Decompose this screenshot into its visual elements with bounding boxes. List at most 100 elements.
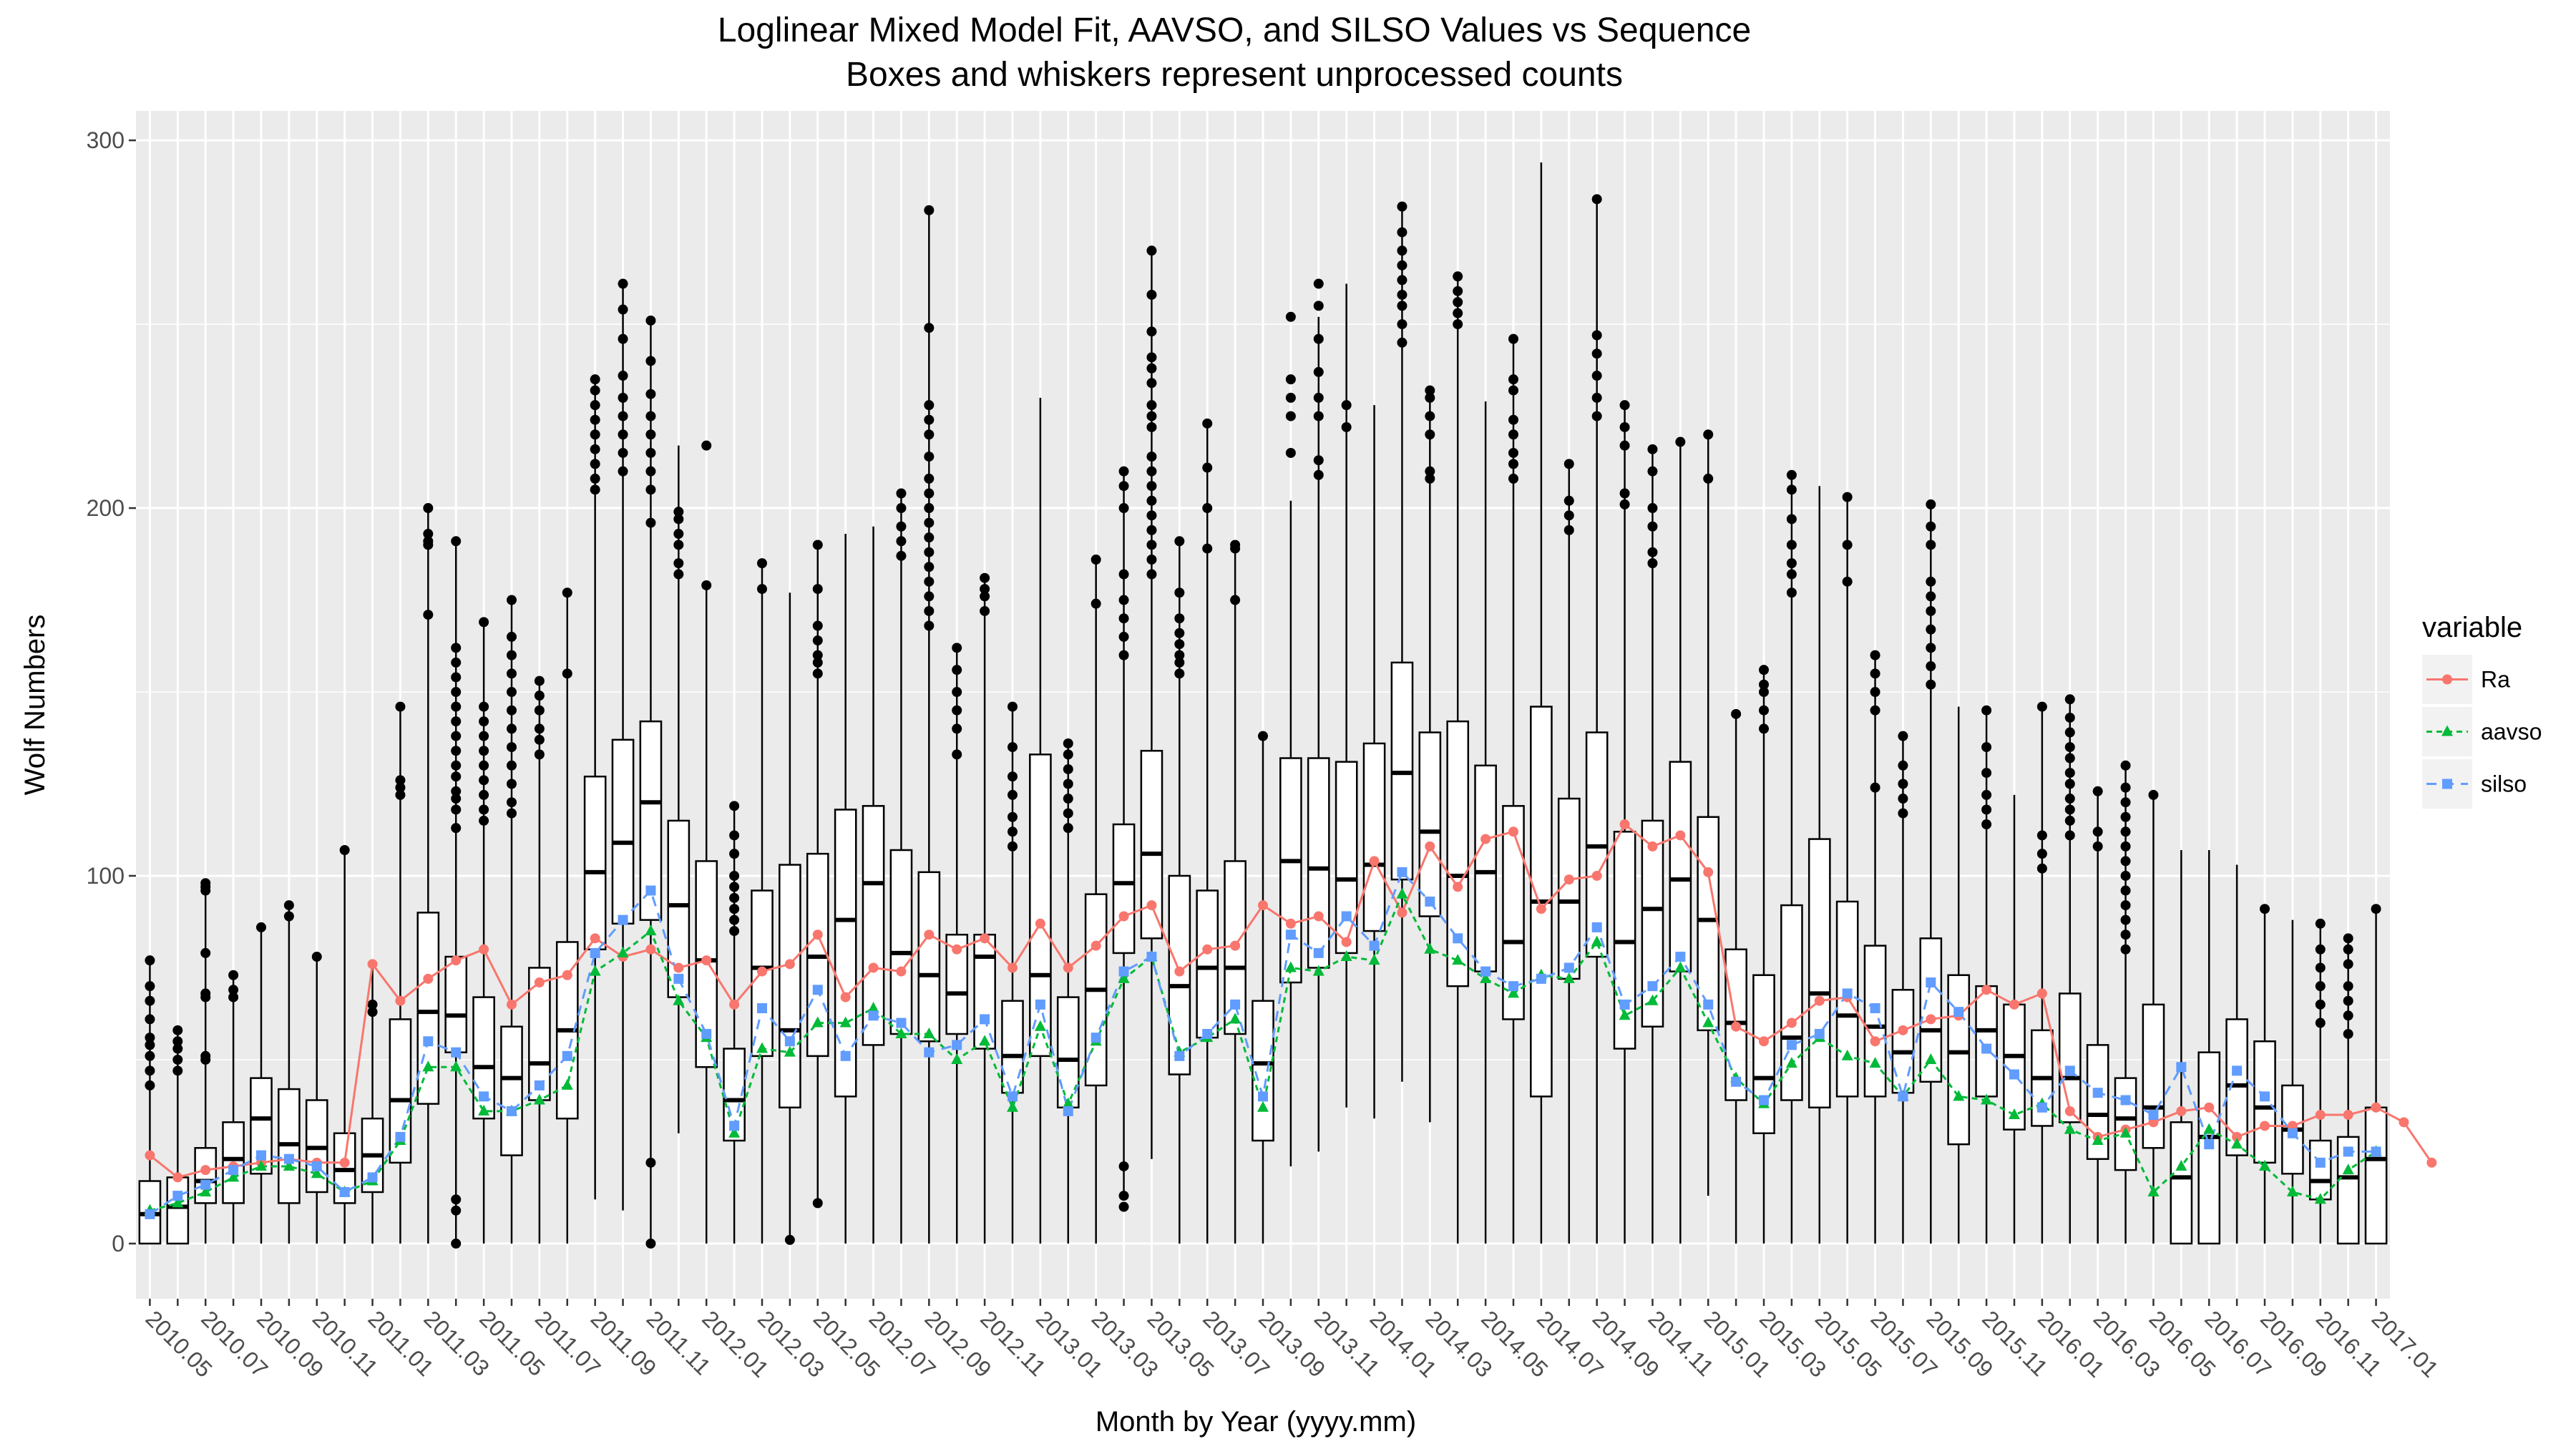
point-Ra — [200, 1165, 211, 1176]
outlier-point — [1341, 400, 1352, 411]
legend-item-silso: silso — [2422, 759, 2527, 809]
point-aavso — [2175, 1159, 2187, 1171]
point-silso — [562, 1050, 572, 1061]
outlier-point — [1313, 392, 1324, 403]
outlier-point — [1453, 286, 1463, 296]
point-Ra — [1258, 900, 1268, 911]
point-silso — [1703, 999, 1714, 1010]
outlier-point — [1397, 201, 1407, 212]
point-aavso — [2231, 1138, 2243, 1149]
outlier-point — [1008, 789, 1018, 800]
outlier-point — [228, 992, 239, 1002]
outlier-point — [729, 849, 740, 859]
outlier-point — [423, 503, 434, 514]
outlier-point — [2120, 944, 2131, 955]
outlier-point — [451, 746, 462, 756]
outlier-point — [2343, 933, 2353, 944]
outlier-point — [729, 801, 740, 811]
outlier-point — [1397, 260, 1407, 270]
outlier-point — [812, 540, 823, 550]
box-iqr — [834, 809, 857, 1098]
outlier-point — [1508, 429, 1518, 440]
point-Ra — [1285, 918, 1296, 929]
outlier-point — [479, 701, 489, 712]
point-Ra — [1591, 870, 1602, 881]
outlier-point — [1898, 760, 1908, 771]
y-tick-label: 200 — [87, 495, 125, 521]
point-Ra — [2036, 988, 2047, 999]
point-Ra — [1619, 819, 1630, 830]
box-iqr — [973, 933, 996, 1050]
outlier-point — [1146, 245, 1157, 256]
outlier-point — [2148, 789, 2159, 800]
point-silso — [1619, 999, 1630, 1010]
box-2014.01 — [1362, 405, 1386, 1119]
box-iqr — [1807, 838, 1831, 1109]
outlier-point — [172, 1043, 183, 1054]
outlier-point — [924, 576, 935, 587]
point-aavso — [1062, 1097, 1074, 1108]
legend-label: aavso — [2481, 719, 2542, 745]
point-Ra — [145, 1150, 155, 1161]
outlier-point — [2315, 944, 2326, 955]
outlier-point — [1926, 521, 1936, 532]
box-2011.06 — [500, 595, 523, 1244]
outlier-point — [507, 779, 517, 789]
point-Ra — [1731, 1021, 1742, 1032]
outlier-point — [395, 782, 406, 793]
outlier-point — [1981, 804, 1992, 815]
outlier-point — [1759, 665, 1769, 675]
point-aavso — [533, 1093, 545, 1105]
box-iqr — [1307, 757, 1330, 969]
outlier-point — [395, 789, 406, 800]
outlier-point — [451, 823, 462, 834]
outlier-point — [2064, 794, 2075, 804]
outlier-point — [534, 723, 545, 734]
outlier-point — [924, 473, 935, 484]
box-iqr — [500, 1025, 523, 1156]
point-Ra — [1759, 1036, 1769, 1047]
outlier-point — [1341, 421, 1352, 432]
outlier-point — [451, 786, 462, 796]
outlier-point — [423, 536, 434, 547]
point-silso — [1480, 966, 1491, 977]
outlier-point — [172, 1065, 183, 1076]
outlier-point — [1647, 444, 1658, 454]
outlier-point — [1647, 547, 1658, 557]
outlier-point — [1174, 639, 1185, 650]
outlier-point — [145, 1065, 155, 1076]
box-2015.08 — [1891, 731, 1915, 1244]
point-Ra — [367, 959, 378, 970]
x-axis: 2010.052010.072010.092010.112011.012011.… — [140, 1299, 2444, 1382]
outlier-point — [1926, 643, 1936, 653]
outlier-point — [1981, 705, 1992, 716]
outlier-point — [1397, 245, 1407, 256]
box-iqr — [1279, 757, 1302, 984]
chart-subtitle: Boxes and whiskers represent unprocessed… — [846, 56, 1623, 94]
outlier-point — [507, 742, 517, 753]
point-aavso — [1925, 1053, 1937, 1064]
outlier-point — [1981, 768, 1992, 779]
outlier-point — [2315, 1018, 2326, 1028]
outlier-point — [1619, 400, 1630, 411]
box-2012.08 — [889, 488, 913, 1244]
point-silso — [701, 1028, 712, 1039]
box-iqr — [166, 1176, 190, 1245]
outlier-point — [395, 701, 406, 712]
outlier-point — [812, 650, 823, 660]
point-silso — [1035, 999, 1045, 1010]
point-silso — [924, 1047, 935, 1058]
outlier-point — [1202, 503, 1213, 514]
outlier-point — [507, 760, 517, 771]
outlier-point — [1563, 510, 1574, 521]
box-2014.11 — [1641, 444, 1664, 1244]
outlier-point — [924, 429, 935, 440]
outlier-point — [2315, 999, 2326, 1010]
outlier-point — [395, 775, 406, 786]
point-aavso — [200, 1185, 212, 1196]
outlier-point — [1008, 701, 1018, 712]
box-2011.03 — [416, 503, 440, 1244]
point-silso — [1285, 930, 1296, 940]
outlier-point — [673, 558, 684, 569]
point-aavso — [867, 1001, 879, 1013]
